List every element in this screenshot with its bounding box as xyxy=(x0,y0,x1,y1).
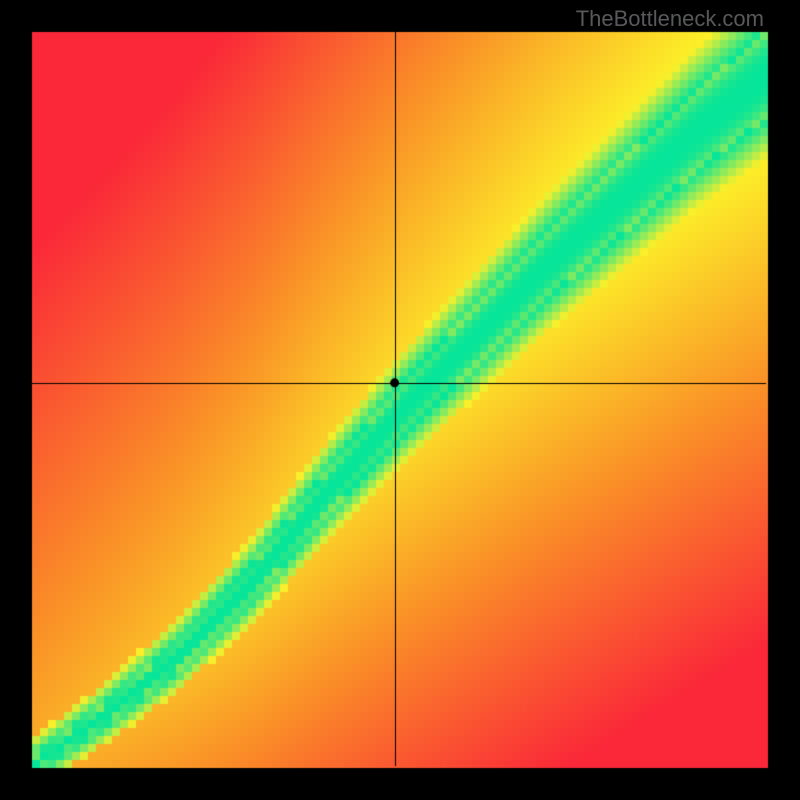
heatmap-canvas xyxy=(0,0,800,800)
watermark-text: TheBottleneck.com xyxy=(576,6,764,32)
chart-container: TheBottleneck.com xyxy=(0,0,800,800)
